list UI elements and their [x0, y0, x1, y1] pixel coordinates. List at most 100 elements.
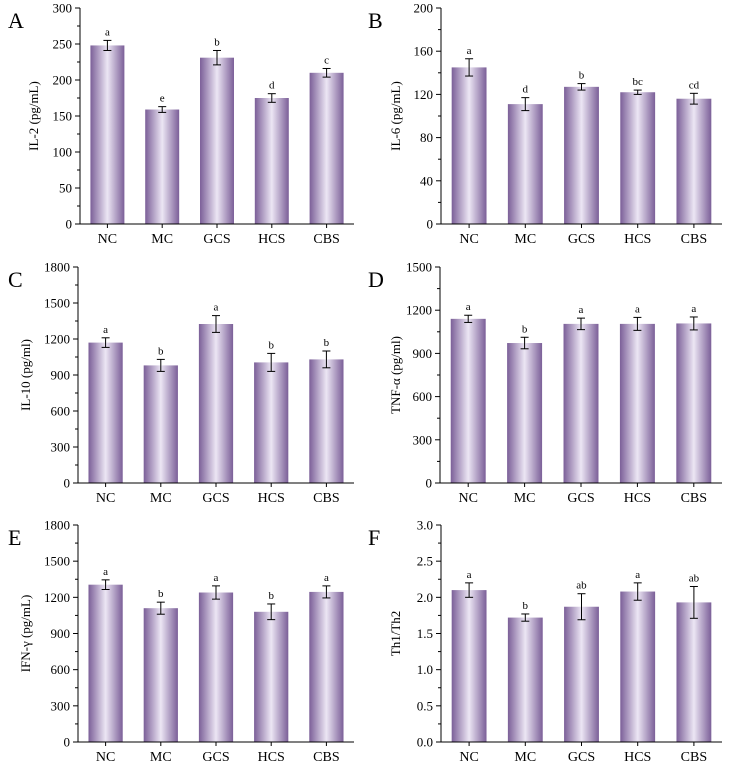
significance-letter: a	[635, 303, 640, 315]
significance-letter: ab	[576, 580, 587, 592]
bar-gcs	[564, 606, 599, 742]
category-label: CBS	[313, 232, 339, 247]
significance-letter: a	[103, 566, 108, 578]
y-tick-label: 50	[59, 181, 72, 196]
error-bar	[521, 97, 530, 112]
y-tick-label: 0.0	[417, 735, 433, 750]
y-tick-label: 1800	[44, 260, 70, 275]
significance-letter: a	[579, 304, 584, 316]
category-label: MC	[514, 750, 536, 765]
y-axis-title: TNF-α (pg/ml)	[388, 336, 403, 414]
y-tick-label: 2.0	[417, 590, 433, 605]
y-tick-label: 600	[51, 404, 71, 419]
y-tick-label: 300	[413, 432, 433, 447]
y-tick-label: 0	[426, 476, 433, 491]
y-axis-title: IL-10 (pg/ml)	[18, 339, 33, 411]
bar-gcs	[564, 86, 599, 224]
category-label: GCS	[568, 750, 595, 765]
y-tick-label: 1.0	[417, 662, 433, 677]
significance-letter: cd	[689, 79, 700, 91]
y-tick-label: 120	[414, 87, 434, 102]
error-bar	[158, 106, 167, 113]
category-label: NC	[98, 232, 117, 247]
panel-letter: C	[8, 267, 23, 292]
y-tick-label: 150	[53, 109, 73, 124]
bar-nc	[451, 590, 487, 742]
bar-nc	[451, 67, 487, 225]
category-label: GCS	[202, 491, 229, 506]
bar-hcs	[254, 98, 289, 224]
error-bar	[156, 358, 165, 372]
category-label: CBS	[313, 491, 339, 506]
bar-cbs	[676, 602, 712, 742]
bar-hcs	[254, 611, 289, 742]
significance-letter: e	[160, 93, 165, 105]
y-tick-label: 600	[413, 389, 433, 404]
category-label: HCS	[624, 491, 651, 506]
category-label: HCS	[624, 232, 651, 247]
y-tick-label: 160	[414, 44, 434, 59]
bar-hcs	[254, 362, 289, 483]
bar-gcs	[200, 57, 234, 225]
error-bar	[689, 585, 698, 619]
significance-letter: d	[523, 84, 529, 96]
significance-letter: b	[522, 323, 528, 335]
bar-nc	[450, 318, 486, 483]
category-label: HCS	[624, 750, 651, 765]
error-bar	[322, 67, 331, 78]
error-bar	[465, 582, 474, 598]
significance-letter: a	[324, 572, 329, 584]
y-tick-label: 1200	[44, 590, 70, 605]
y-tick-label: 0	[64, 735, 71, 750]
significance-letter: b	[579, 70, 585, 82]
category-label: NC	[96, 491, 115, 506]
significance-letter: b	[214, 36, 220, 48]
y-tick-label: 200	[414, 1, 434, 16]
significance-letter: b	[158, 588, 164, 600]
y-tick-label: 300	[51, 440, 71, 455]
significance-letter: a	[467, 569, 472, 581]
y-tick-label: 250	[53, 37, 73, 52]
y-tick-label: 3.0	[417, 518, 433, 533]
category-label: HCS	[258, 750, 285, 765]
category-label: GCS	[567, 491, 594, 506]
error-bar	[577, 593, 586, 621]
panel-letter: D	[368, 267, 384, 292]
y-tick-label: 1200	[406, 303, 432, 318]
error-bar	[103, 39, 112, 51]
y-axis-title: Th1/Th2	[388, 611, 403, 657]
y-tick-label: 80	[420, 130, 433, 145]
significance-letter: ab	[689, 572, 700, 584]
significance-letter: b	[324, 337, 330, 349]
error-bar	[156, 601, 165, 615]
bar-gcs	[198, 324, 234, 483]
y-tick-label: 900	[413, 346, 433, 361]
error-bar	[322, 350, 331, 369]
bar-cbs	[309, 591, 344, 742]
significance-letter: a	[103, 324, 108, 336]
bar-cbs	[309, 359, 344, 483]
category-label: CBS	[313, 750, 339, 765]
significance-letter: b	[523, 600, 529, 612]
significance-letter: b	[268, 339, 274, 351]
y-tick-label: 200	[53, 73, 73, 88]
bar-hcs	[620, 591, 656, 742]
error-bar	[465, 58, 474, 77]
significance-letter: a	[105, 26, 110, 38]
category-label: CBS	[681, 232, 707, 247]
category-label: GCS	[203, 232, 230, 247]
error-bar	[213, 49, 221, 66]
error-bar	[521, 613, 530, 622]
category-label: NC	[459, 232, 478, 247]
panel-letter: A	[8, 8, 24, 33]
bar-cbs	[676, 323, 712, 483]
chart-panel-d: D TNF-α (pg/ml) a NC b MC a GCS a HCS a CBS 0 300 600 9…	[368, 260, 722, 506]
error-bar	[267, 352, 276, 372]
y-tick-label: 300	[53, 1, 73, 16]
significance-letter: a	[635, 569, 640, 581]
significance-letter: a	[467, 45, 472, 57]
category-label: HCS	[258, 491, 285, 506]
y-tick-label: 40	[420, 173, 433, 188]
category-label: MC	[150, 491, 172, 506]
error-bar	[101, 337, 110, 348]
